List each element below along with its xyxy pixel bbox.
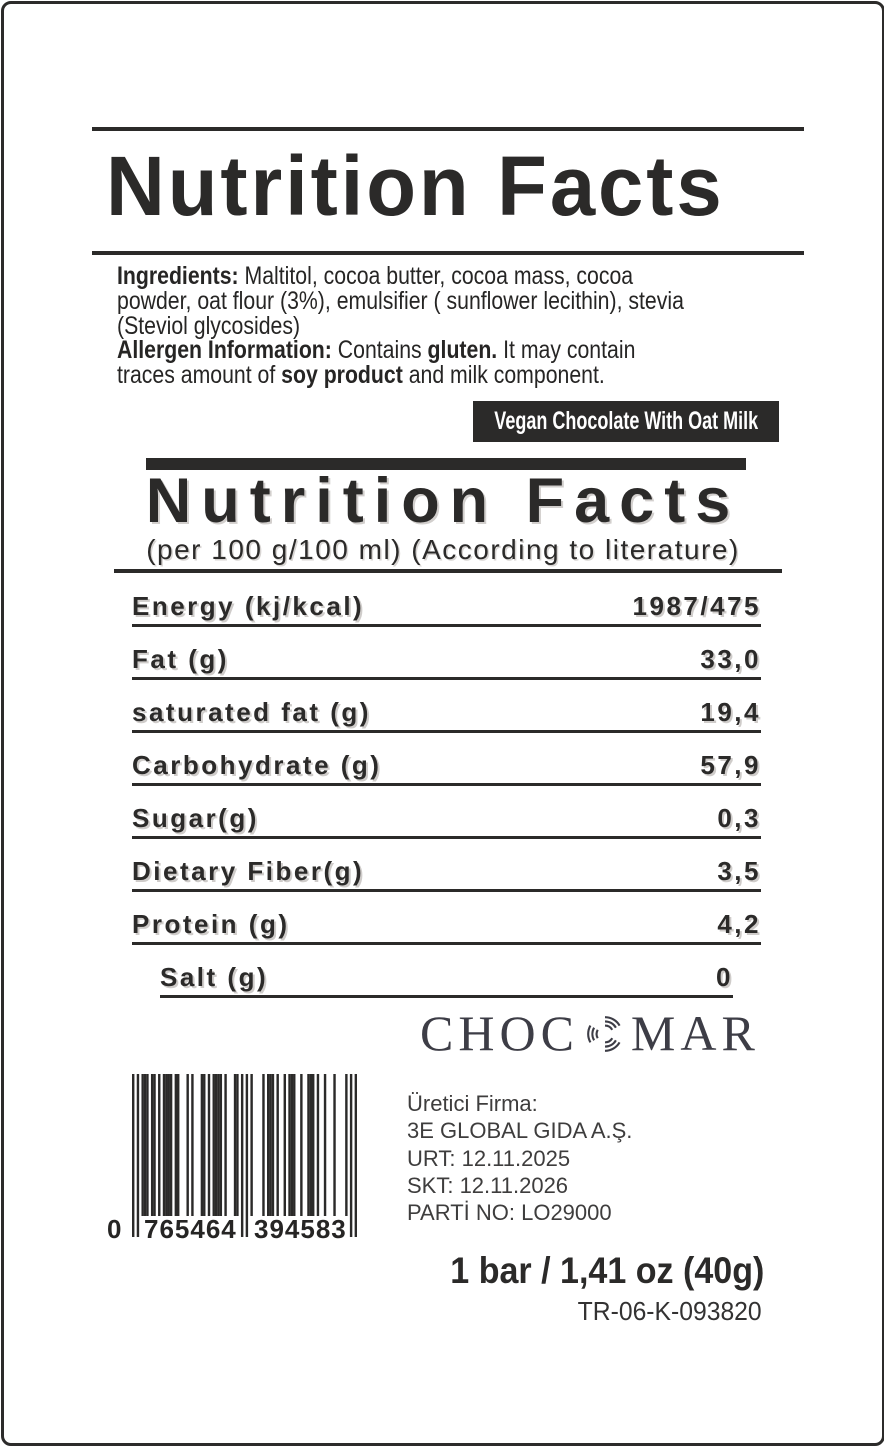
barcode (132, 1074, 357, 1237)
table-row: Dietary Fiber(g) 3,5 (132, 839, 761, 892)
panel-subtitle: (per 100 g/100 ml) (According to literat… (146, 534, 740, 565)
top-rule (92, 127, 804, 131)
row-value: 57,9 (700, 750, 761, 780)
barcode-group2: 394583 (254, 1214, 347, 1244)
allergen-label: Allergen Information: (117, 336, 332, 365)
producer-info: Üretici Firma: 3E GLOBAL GIDA A.Ş. URT: … (407, 1090, 632, 1226)
row-value: 1987/475 (632, 591, 761, 621)
row-value: 0,3 (717, 803, 761, 833)
brand-name-right: MAR (630, 1005, 760, 1061)
net-weight: 1 bar / 1,41 oz (40g) (449, 1250, 764, 1291)
row-value: 3,5 (717, 856, 761, 886)
barcode-group1: 765464 (144, 1214, 237, 1244)
product-type-badge: Vegan Chocolate With Oat Milk (473, 401, 779, 442)
row-value: 19,4 (700, 697, 761, 727)
producer-line: PARTİ NO: LO29000 (407, 1200, 612, 1226)
row-label: Dietary Fiber(g) (132, 856, 365, 886)
ingredients-line: powder, oat flour (3%), emulsifier ( sun… (117, 286, 684, 315)
row-value: 33,0 (700, 644, 761, 674)
panel-top-bar (146, 458, 746, 470)
brand-name-left: CHOC (420, 1005, 579, 1061)
nutrition-table: Energy (kj/kcal) 1987/475 Fat (g) 33,0 s… (132, 574, 761, 998)
barcode-lead-digit: 0 (107, 1214, 123, 1244)
panel-subtitle-rule (114, 569, 782, 573)
table-row: Energy (kj/kcal) 1987/475 (132, 574, 761, 627)
producer-line: Üretici Firma: (407, 1091, 538, 1116)
allergen-line: traces amount of soy product and milk co… (117, 361, 605, 390)
table-row: Carbohydrate (g) 57,9 (132, 733, 761, 786)
row-label: Fat (g) (132, 644, 229, 674)
allergen-line: Allergen Information: Contains gluten. I… (117, 336, 636, 365)
row-label: Protein (g) (132, 909, 290, 939)
row-label: saturated fat (g) (132, 697, 371, 727)
ingredients-label: Ingredients: (117, 262, 239, 290)
table-row: Fat (g) 33,0 (132, 627, 761, 680)
row-label: Carbohydrate (g) (132, 750, 382, 780)
row-label: Sugar(g) (132, 803, 259, 833)
table-row: saturated fat (g) 19,4 (132, 680, 761, 733)
ingredients-line: (Steviol glycosides) (117, 311, 301, 340)
row-value: 0 (716, 962, 733, 992)
table-row: Sugar(g) 0,3 (132, 786, 761, 839)
badge-label: Vegan Chocolate With Oat Milk (494, 407, 758, 435)
row-label: Salt (g) (160, 962, 269, 992)
producer-line: SKT: 12.11.2026 (407, 1172, 569, 1198)
page-title: Nutrition Facts (106, 139, 725, 233)
ingredients-block: Ingredients: Maltitol, cocoa butter, coc… (117, 264, 797, 388)
brand-logo: CHOC MAR (420, 1005, 760, 1061)
producer-line: 3E GLOBAL GIDA A.Ş. (407, 1118, 633, 1144)
panel-title: Nutrition Facts (145, 466, 741, 536)
producer-line: URT: 12.11.2025 (407, 1145, 571, 1171)
row-value: 4,2 (717, 909, 761, 939)
table-row: Protein (g) 4,2 (132, 892, 761, 945)
row-label: Energy (kj/kcal) (132, 591, 365, 621)
table-row-salt: Salt (g) 0 (160, 945, 733, 998)
swirl-o-icon (584, 1011, 626, 1055)
registration-code: TR-06-K-093820 (578, 1296, 762, 1326)
ingredients-line: Ingredients: Maltitol, cocoa butter, coc… (117, 262, 634, 290)
title-underline-rule (92, 251, 804, 255)
